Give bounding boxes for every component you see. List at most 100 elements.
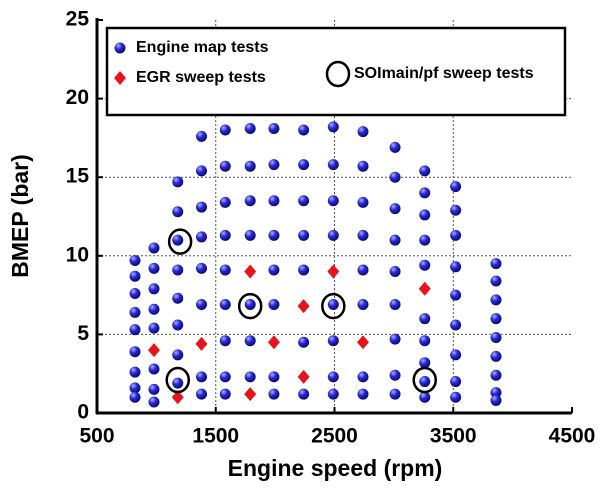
point bbox=[268, 159, 280, 171]
point bbox=[419, 313, 431, 325]
point bbox=[327, 121, 339, 133]
y-tick-label: 25 bbox=[66, 8, 90, 31]
point bbox=[148, 322, 160, 334]
legend: Engine map tests EGR sweep tests SOImain/p… bbox=[105, 26, 567, 117]
legend-label: EGR sweep tests bbox=[136, 69, 266, 86]
point bbox=[490, 369, 502, 381]
point bbox=[389, 171, 401, 183]
point bbox=[237, 292, 263, 320]
point bbox=[268, 299, 280, 311]
point bbox=[450, 319, 462, 331]
point bbox=[268, 195, 280, 207]
point bbox=[244, 371, 256, 383]
point bbox=[297, 369, 310, 384]
point bbox=[298, 159, 310, 171]
y-tick-label: 10 bbox=[66, 243, 89, 266]
point bbox=[172, 292, 184, 304]
point bbox=[298, 229, 310, 241]
point bbox=[267, 335, 280, 350]
point bbox=[219, 388, 231, 400]
point bbox=[419, 357, 431, 369]
point bbox=[419, 165, 431, 177]
point bbox=[389, 234, 401, 246]
point bbox=[244, 229, 256, 241]
point bbox=[196, 165, 207, 177]
point bbox=[450, 289, 462, 301]
point bbox=[148, 283, 160, 295]
point bbox=[389, 299, 401, 311]
point bbox=[419, 209, 431, 221]
x-tick-label: 3500 bbox=[430, 425, 477, 448]
point bbox=[195, 336, 208, 351]
point bbox=[148, 363, 160, 375]
point bbox=[196, 388, 207, 400]
point bbox=[419, 187, 431, 199]
point bbox=[419, 376, 431, 388]
point bbox=[389, 333, 401, 345]
point bbox=[298, 388, 310, 400]
point bbox=[327, 335, 339, 347]
point bbox=[129, 366, 141, 378]
point bbox=[196, 371, 207, 383]
point bbox=[389, 388, 401, 400]
point bbox=[244, 264, 257, 279]
point bbox=[244, 387, 257, 402]
point bbox=[129, 270, 141, 282]
point bbox=[490, 258, 502, 270]
point bbox=[148, 383, 160, 395]
point bbox=[172, 176, 184, 188]
point bbox=[219, 124, 231, 136]
point bbox=[219, 299, 231, 311]
y-tick-label: 15 bbox=[66, 165, 90, 188]
point bbox=[129, 382, 141, 394]
point bbox=[165, 366, 190, 394]
point bbox=[389, 266, 401, 278]
x-tick-label: 1500 bbox=[192, 425, 239, 448]
point bbox=[244, 160, 256, 172]
y-tick-label: 0 bbox=[77, 401, 89, 424]
point bbox=[412, 366, 437, 394]
point bbox=[172, 234, 184, 246]
point bbox=[327, 299, 339, 311]
point bbox=[129, 324, 141, 336]
point bbox=[196, 130, 207, 142]
point bbox=[268, 229, 280, 241]
point bbox=[172, 206, 184, 218]
point bbox=[172, 349, 184, 361]
point bbox=[321, 292, 346, 320]
x-tick-label: 4500 bbox=[549, 425, 596, 448]
point bbox=[298, 195, 310, 207]
point bbox=[327, 264, 340, 279]
y-axis-title: BMEP (bar) bbox=[7, 154, 33, 278]
point bbox=[244, 122, 256, 134]
point bbox=[219, 229, 231, 241]
point bbox=[298, 124, 310, 136]
legend-label: Engine map tests bbox=[136, 39, 269, 56]
point bbox=[490, 394, 502, 406]
legend-label: SOImain/pf sweep tests bbox=[354, 65, 534, 82]
point bbox=[450, 261, 462, 273]
point bbox=[357, 196, 369, 208]
point bbox=[327, 195, 339, 207]
point bbox=[389, 369, 401, 381]
point bbox=[357, 335, 369, 350]
point bbox=[325, 60, 351, 88]
point bbox=[268, 264, 280, 276]
point bbox=[114, 42, 126, 54]
point bbox=[219, 264, 231, 276]
point bbox=[357, 160, 369, 172]
x-tick-label: 500 bbox=[79, 425, 114, 448]
point bbox=[171, 390, 184, 405]
point bbox=[490, 313, 502, 325]
point bbox=[129, 306, 141, 318]
point bbox=[114, 71, 126, 85]
point bbox=[129, 391, 141, 403]
point bbox=[419, 391, 431, 403]
point bbox=[327, 229, 339, 241]
point bbox=[450, 391, 462, 403]
point bbox=[219, 335, 231, 347]
y-tick-label: 20 bbox=[66, 86, 89, 109]
point bbox=[219, 160, 231, 172]
point bbox=[327, 371, 339, 383]
point bbox=[196, 201, 207, 213]
